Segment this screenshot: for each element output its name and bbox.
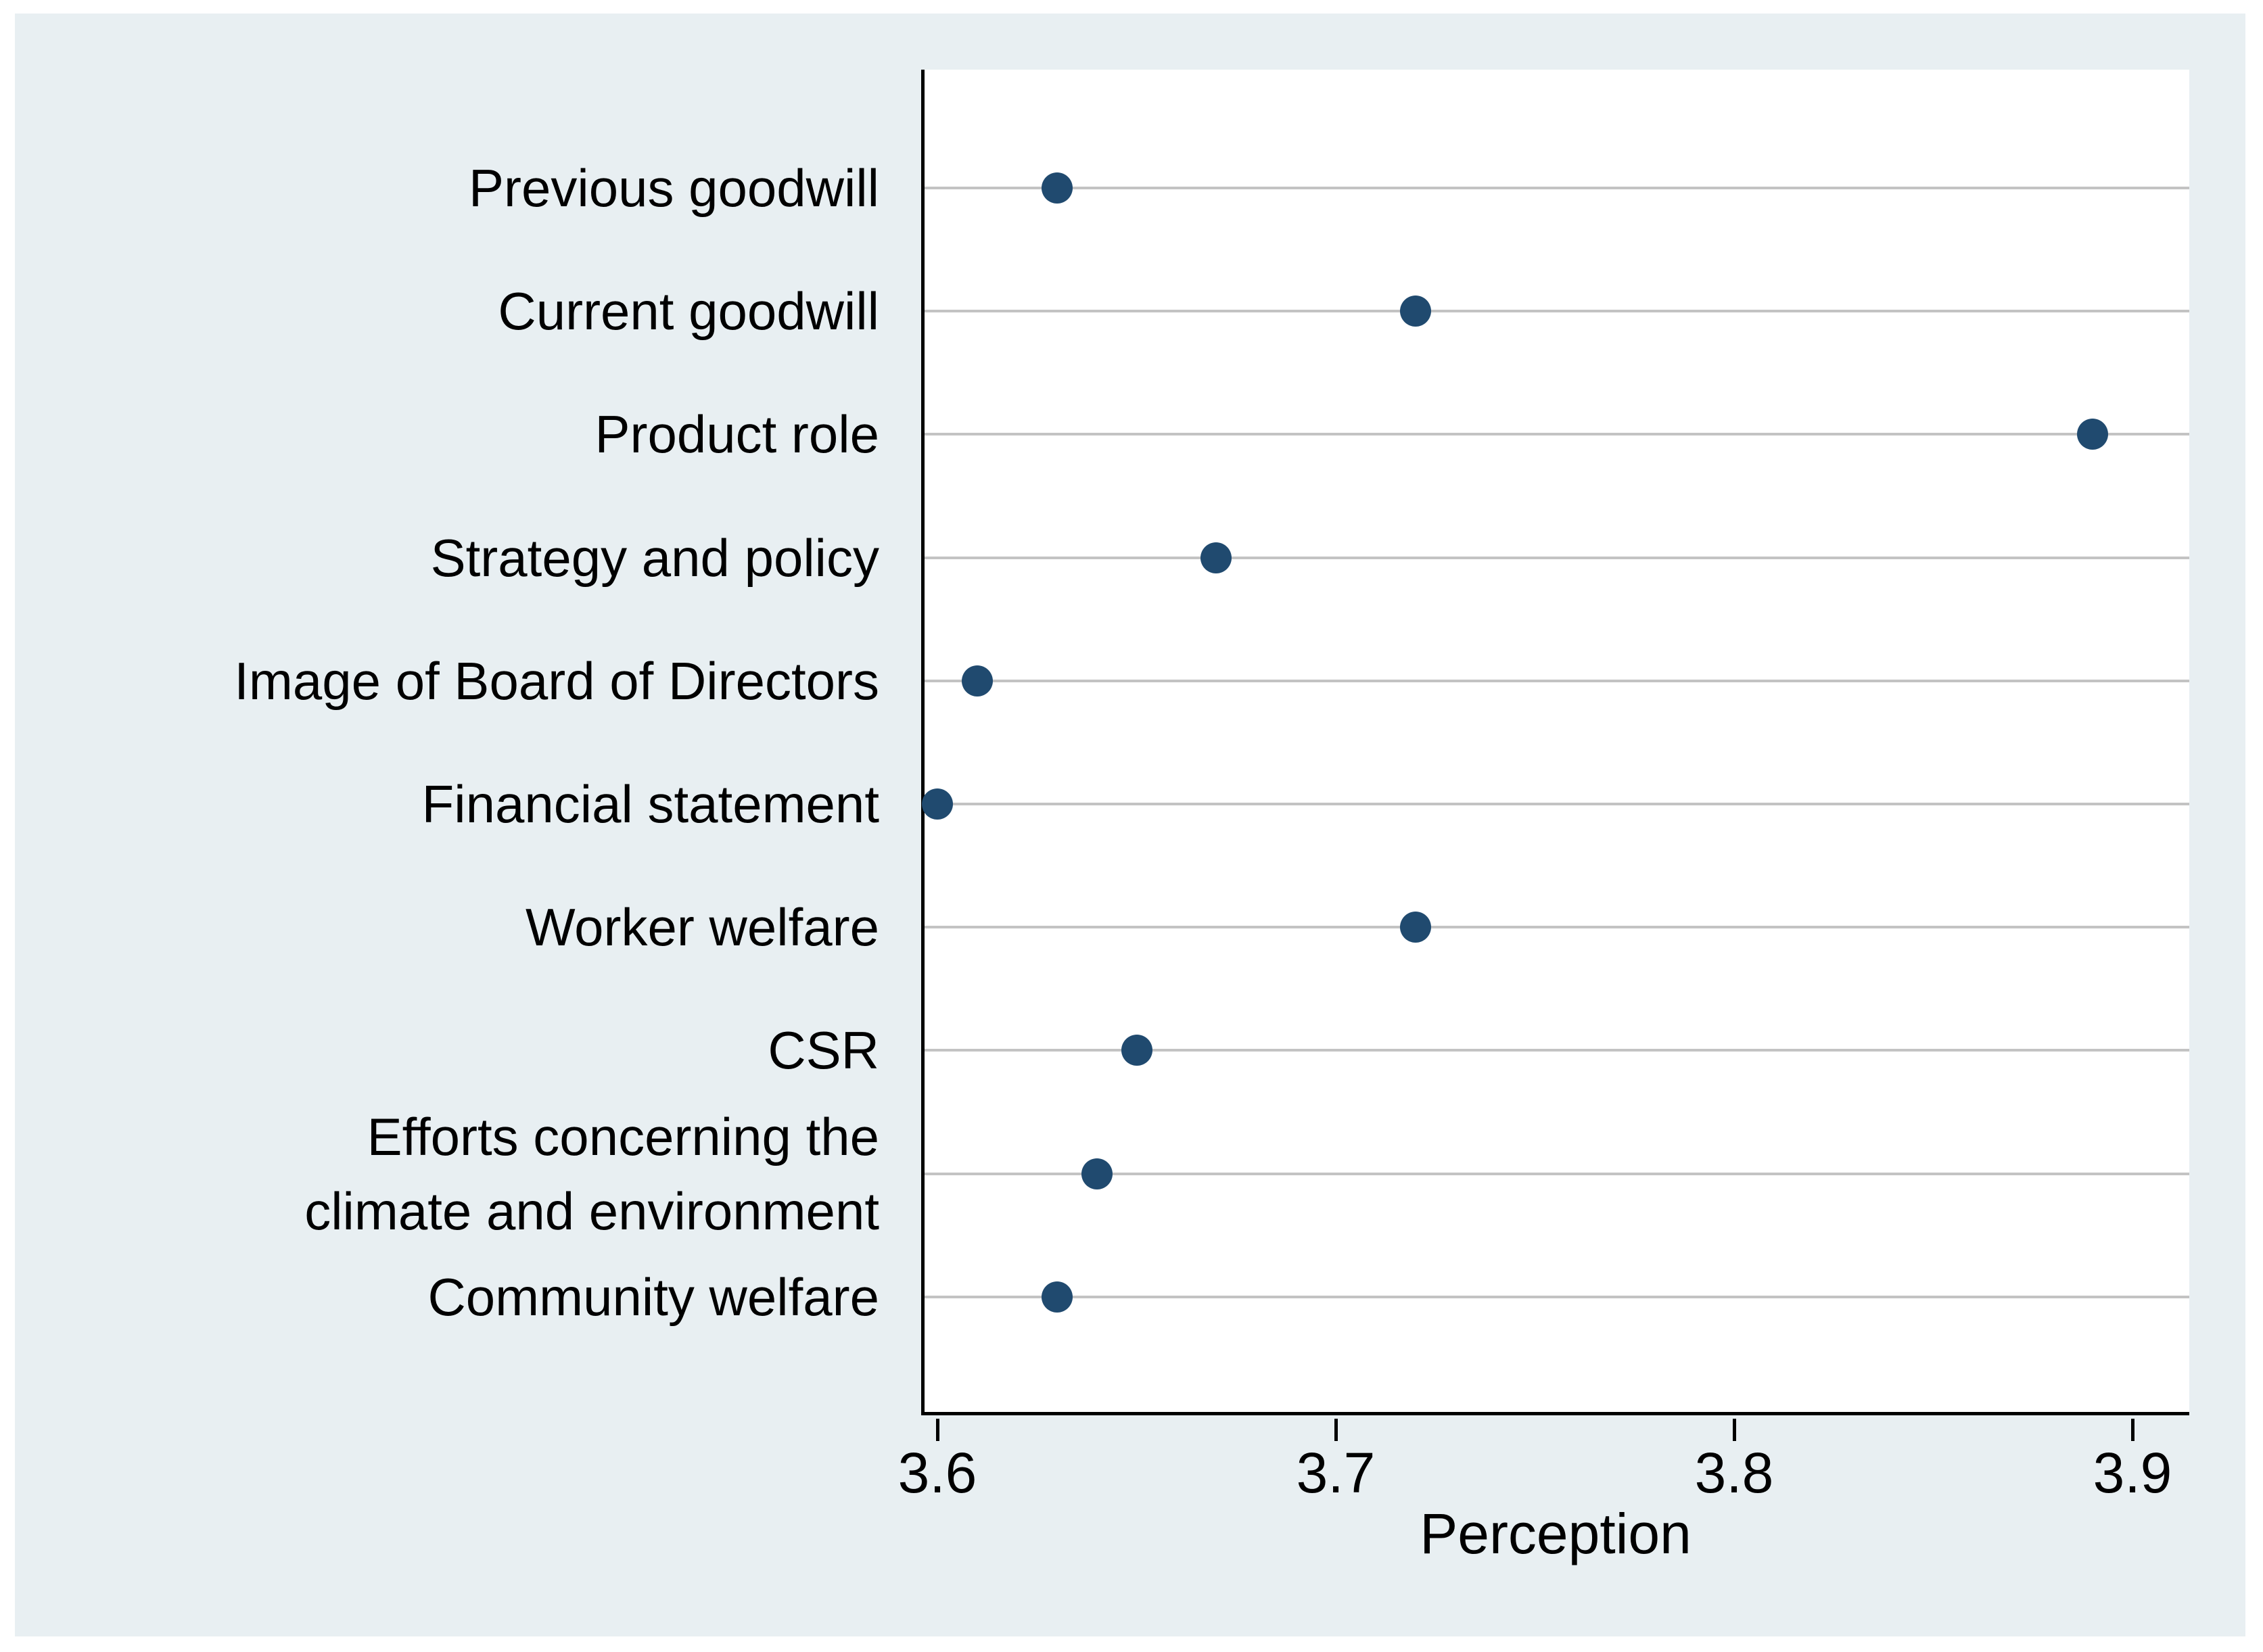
category-label: Strategy and policy — [430, 527, 879, 588]
data-point-dot — [2077, 419, 2109, 450]
data-point-dot — [1200, 542, 1232, 573]
gridline — [925, 803, 2189, 805]
gridline — [925, 187, 2189, 189]
x-tick-label: 3.9 — [2093, 1441, 2172, 1505]
category-label: CSR — [768, 1020, 879, 1081]
data-point-dot — [1399, 296, 1431, 327]
x-tick-label: 3.7 — [1296, 1441, 1376, 1505]
data-point-dot — [1041, 172, 1073, 204]
x-tick-label: 3.8 — [1694, 1441, 1774, 1505]
category-label: Financial statement — [421, 774, 879, 834]
category-label: Current goodwill — [498, 281, 879, 341]
x-axis-tick — [1733, 1419, 1736, 1441]
gridline — [925, 433, 2189, 436]
gridline — [925, 1295, 2189, 1298]
x-axis-tick — [2131, 1419, 2134, 1441]
data-point-dot — [922, 788, 953, 820]
data-point-dot — [1081, 1158, 1113, 1189]
x-axis-label: Perception — [1420, 1502, 1692, 1565]
x-axis-tick — [1334, 1419, 1338, 1441]
x-axis-tick — [936, 1419, 939, 1441]
category-label: Community welfare — [427, 1267, 879, 1327]
category-label: Previous goodwill — [469, 158, 879, 218]
gridline — [925, 556, 2189, 559]
data-point-dot — [1121, 1035, 1152, 1066]
category-label: Product role — [594, 404, 879, 465]
x-tick-label: 3.6 — [897, 1441, 977, 1505]
data-point-dot — [1041, 1281, 1073, 1313]
gridline — [925, 310, 2189, 313]
gridline — [925, 926, 2189, 929]
category-label: Image of Board of Directors — [234, 651, 879, 711]
plot-area — [921, 70, 2189, 1415]
gridline — [925, 1172, 2189, 1175]
category-label: Worker welfare — [525, 897, 879, 958]
category-label: Efforts concerning the climate and envir… — [304, 1106, 879, 1241]
gridline — [925, 679, 2189, 682]
gridline — [925, 1049, 2189, 1052]
data-point-dot — [1399, 912, 1431, 943]
data-point-dot — [961, 665, 993, 697]
